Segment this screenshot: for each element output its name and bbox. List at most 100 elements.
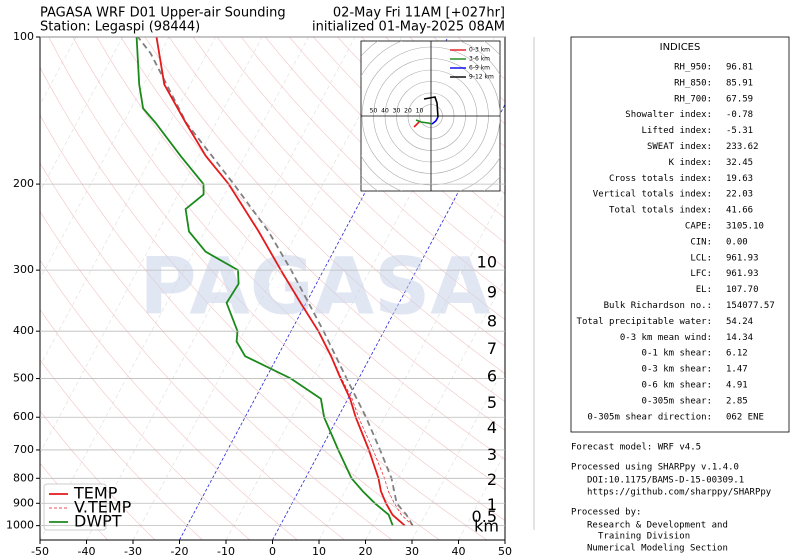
index-value: 22.03 (726, 190, 753, 200)
hodo-legend-label: 3-6 km (469, 56, 490, 63)
hodo-ring-label: 30 (393, 108, 401, 115)
dry-adiabat (40, 309, 251, 540)
index-label: SWEAT index: (647, 142, 712, 152)
index-label: Showalter index: (625, 110, 712, 120)
dry-adiabat (40, 259, 298, 540)
dry-adiabat (40, 162, 393, 540)
height-label: 2 (487, 470, 497, 489)
index-label: 0-3 km shear: (642, 365, 712, 375)
index-value: 41.66 (726, 206, 753, 216)
hodo-line (423, 96, 439, 118)
index-value: 4.91 (726, 381, 748, 391)
footer-text: DOI:10.1175/BAMS-D-15-00309.1 (587, 476, 744, 486)
index-label: 0-305m shear direction: (587, 412, 712, 422)
index-value: 14.34 (726, 333, 753, 343)
dry-adiabat (144, 37, 505, 403)
index-value: 1.47 (726, 365, 748, 375)
y-tick-label: 400 (13, 324, 34, 337)
x-tick-label: 50 (498, 545, 512, 558)
hodo-legend-label: 0-3 km (469, 47, 490, 54)
hodo-ring-label: 50 (370, 108, 378, 115)
footer-text: Forecast model: WRF v4.5 (571, 443, 701, 453)
footer-text: https://github.com/sharppy/SHARPpy (587, 488, 772, 498)
footer-text: Training Division (598, 532, 690, 542)
x-tick-label: -50 (31, 545, 49, 558)
y-tick-label: 800 (13, 471, 34, 484)
dry-adiabat (72, 37, 505, 490)
hodo-line (415, 119, 433, 125)
height-label: 3 (487, 445, 497, 464)
index-value: -0.78 (726, 110, 753, 120)
dry-adiabat (192, 37, 505, 347)
dry-adiabat (40, 66, 488, 540)
dry-adiabat (96, 37, 505, 460)
isotherm (40, 37, 123, 193)
index-label: 0-3 km mean wind: (620, 333, 712, 343)
hodograph-clip (361, 41, 500, 191)
dry-adiabat (265, 37, 505, 269)
index-label: CAPE: (685, 222, 712, 232)
index-label: Total precipitable water: (577, 317, 712, 327)
height-label: 10 (477, 252, 497, 271)
legend-label: DWPT (74, 512, 122, 531)
profile-line (155, 37, 406, 527)
chart-subtitle: Station: Legaspi (98444) (40, 20, 200, 35)
height-label: 9 (487, 282, 497, 301)
index-label: LCL: (690, 253, 712, 263)
height-label: 4 (487, 418, 497, 437)
y-tick-label: 200 (13, 177, 34, 190)
x-tick-label: 10 (312, 545, 326, 558)
x-tick-label: -10 (217, 545, 235, 558)
index-value: 2.85 (726, 396, 748, 406)
index-label: 0-1 km shear: (642, 349, 712, 359)
index-value: 67.59 (726, 94, 753, 104)
dry-adiabat (40, 210, 345, 540)
hodo-ring-label: 40 (381, 108, 389, 115)
dry-adiabat (241, 37, 505, 294)
index-label: 0-305m shear: (642, 396, 712, 406)
index-value: 154077.57 (726, 301, 775, 311)
y-tick-label: 700 (13, 443, 34, 456)
dry-adiabat (48, 37, 505, 521)
x-tick-label: -30 (124, 545, 142, 558)
index-value: 6.12 (726, 349, 748, 359)
index-value: 961.93 (726, 253, 759, 263)
dry-adiabat (168, 37, 505, 375)
index-value: 0.00 (726, 237, 748, 247)
index-label: K index: (669, 158, 712, 168)
index-value: -5.31 (726, 126, 753, 136)
height-label: 7 (487, 339, 497, 358)
dry-adiabat (120, 37, 505, 431)
dry-adiabat (289, 37, 505, 244)
background-lines (40, 37, 505, 540)
index-label: RH_950: (674, 63, 712, 73)
y-tick-label: 600 (13, 410, 34, 423)
chart-title: PAGASA WRF D01 Upper-air Sounding (40, 6, 286, 21)
index-value: 107.70 (726, 285, 759, 295)
height-label: 1 (487, 495, 497, 514)
height-label: 0.5 (472, 507, 497, 526)
index-label: Total totals index: (609, 206, 712, 216)
parcel-trace (137, 37, 414, 527)
hodo-legend-label: 6-9 km (469, 65, 490, 72)
index-value: 233.62 (726, 142, 759, 152)
index-label: RH_700: (674, 94, 712, 104)
index-label: Bulk Richardson no.: (604, 301, 712, 311)
hodo-legend-label: 9-12 km (469, 74, 494, 81)
index-value: 19.63 (726, 174, 753, 184)
footer-text: Research & Development and (587, 521, 728, 531)
footer-text: Numerical Modeling Section (587, 544, 728, 554)
x-tick-label: 20 (359, 545, 373, 558)
x-tick-label: -20 (171, 545, 189, 558)
height-label: 6 (487, 366, 497, 385)
hodo-ring-label: 10 (416, 108, 424, 115)
y-tick-label: 500 (13, 372, 34, 385)
dry-adiabat (40, 410, 156, 540)
index-value: 85.91 (726, 78, 753, 88)
legend-box (43, 483, 107, 531)
hodo-line (413, 120, 421, 128)
height-label: 8 (487, 311, 497, 330)
index-value: 062 ENE (726, 412, 764, 422)
